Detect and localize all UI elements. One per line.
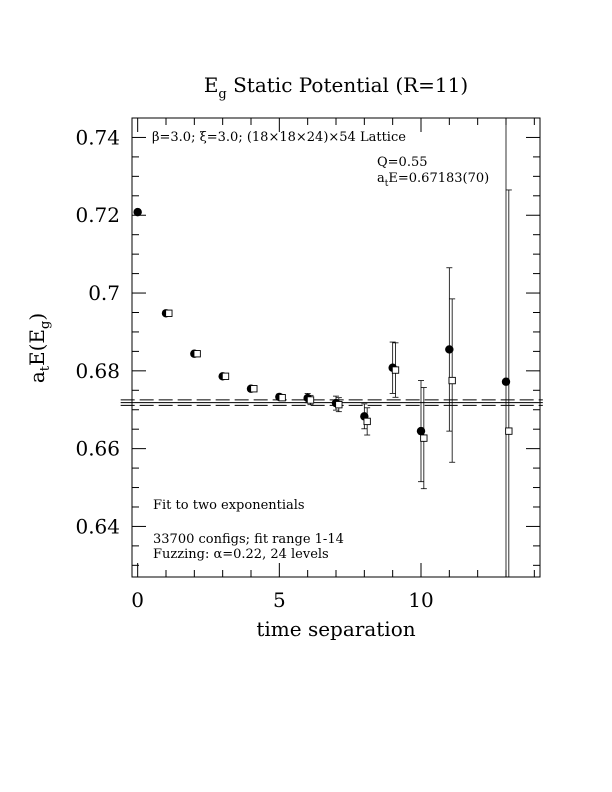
marker-square (363, 417, 371, 426)
y-tick-label: 0.7 (88, 281, 120, 305)
y-tick-label: 0.68 (75, 359, 120, 383)
marker-square (165, 309, 173, 317)
data-point-circle (445, 267, 454, 432)
marker-square (391, 366, 400, 374)
marker-circle (416, 426, 426, 436)
data-point-square (250, 385, 258, 393)
y-tick-label: 0.72 (75, 203, 120, 227)
annotation-lattice: β=3.0; ξ=3.0; (18×18×24)×54 Lattice (152, 130, 406, 145)
marker-square (505, 427, 513, 435)
data-point-square (420, 387, 428, 490)
data-point-square (193, 350, 201, 358)
annotation-energy: atE=0.67183(70) (377, 171, 489, 189)
x-tick-label: 5 (273, 588, 286, 612)
marker-square (193, 350, 201, 358)
y-tick-label: 0.74 (75, 125, 120, 149)
data-point-square (278, 394, 286, 402)
fit-layer (120, 399, 543, 406)
chart-title: Eg Static Potential (R=11) (204, 73, 468, 102)
marker-square (250, 385, 258, 393)
y-tick-label: 0.66 (75, 437, 120, 461)
data-point-circle (133, 207, 142, 217)
annotation-fit-type: Fit to two exponentials (153, 498, 305, 513)
x-axis-label: time separation (256, 617, 415, 641)
data-point-square (306, 394, 315, 406)
marker-square (221, 372, 230, 380)
data-point-square (165, 309, 173, 317)
marker-square (335, 401, 343, 409)
data-point-circle (416, 380, 426, 483)
data-point-square (448, 298, 456, 463)
data-point-square (363, 407, 371, 436)
chart-title-subscript: g (218, 87, 226, 102)
y-axis-label: atE(Eg) (25, 313, 53, 383)
data-point-square (391, 342, 400, 398)
x-tick-label: 10 (408, 588, 433, 612)
x-tick-label: 0 (131, 588, 144, 612)
ticks-layer: 0 5 10 0.64 0.66 0.68 0.7 0.72 0.74 (75, 117, 540, 612)
marker-circle (133, 207, 142, 217)
marker-circle (501, 377, 511, 386)
data-layer (133, 117, 513, 578)
data-point-square (221, 372, 230, 380)
marker-square (306, 396, 315, 404)
annotation-q-value: Q=0.55 (377, 155, 428, 170)
marker-circle (445, 345, 454, 354)
marker-square (420, 434, 428, 442)
data-point-square (505, 189, 513, 578)
data-point-square (335, 397, 343, 413)
marker-square (278, 394, 286, 402)
y-tick-label: 0.64 (75, 514, 120, 538)
annotation-fuzzing: Fuzzing: α=0.22, 24 levels (153, 547, 329, 562)
annotation-configs: 33700 configs; fit range 1-14 (153, 532, 344, 547)
marker-square (448, 376, 456, 385)
